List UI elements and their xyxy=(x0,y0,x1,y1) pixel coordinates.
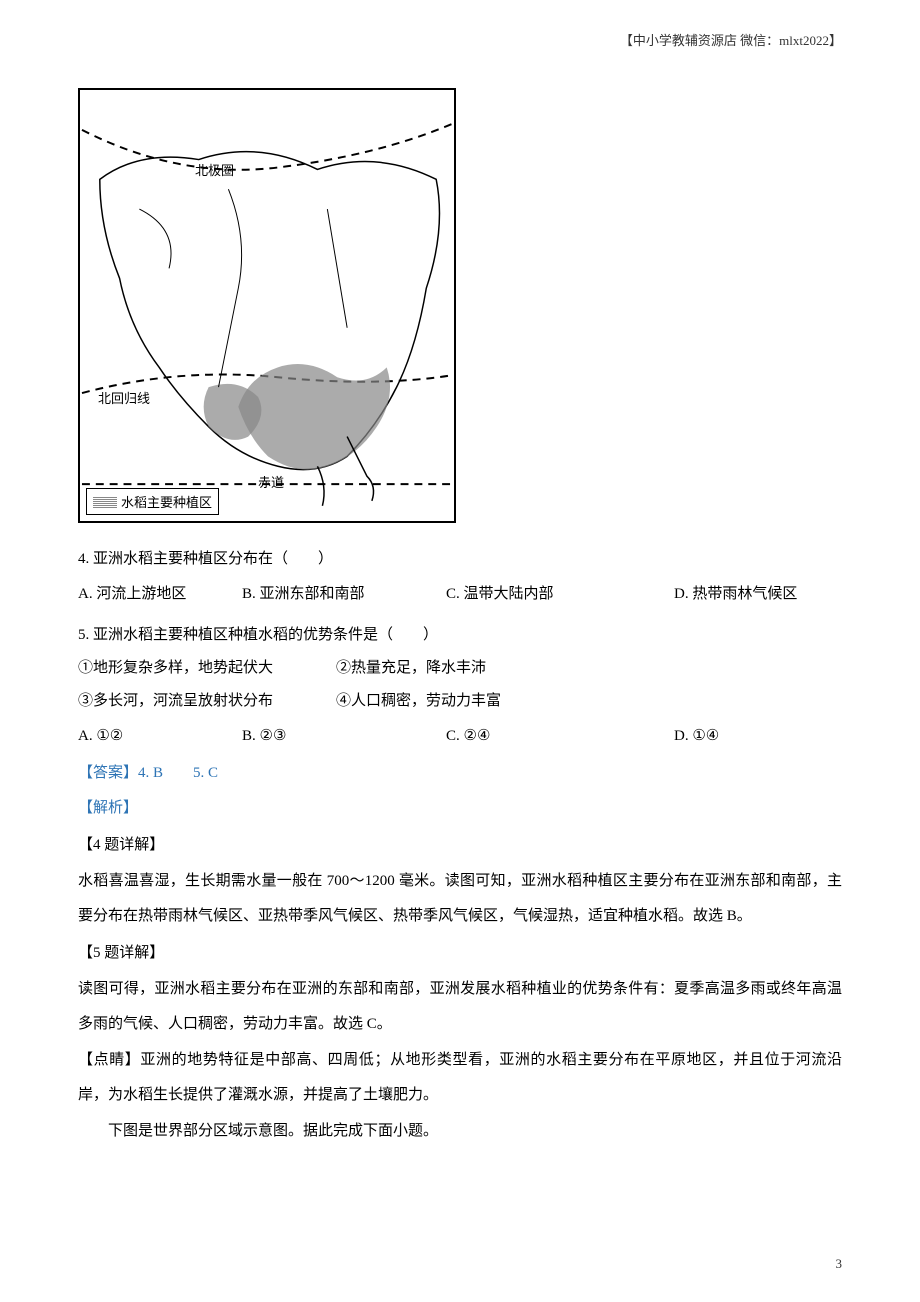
q4-option-a: A. 河流上游地区 xyxy=(78,578,242,611)
map-label-equator: 赤道 xyxy=(258,472,284,491)
next-question-intro: 下图是世界部分区域示意图。据此完成下面小题。 xyxy=(78,1114,842,1149)
asia-rice-map: 北极圈 北回归线 赤道 水稻主要种植区 xyxy=(78,88,456,523)
page-content: 北极圈 北回归线 赤道 水稻主要种植区 4. 亚洲水稻主要种植区分布在（ ） A… xyxy=(78,88,842,1149)
page-header: 【中小学教辅资源店 微信：mlxt2022】 xyxy=(620,30,842,49)
q5-option-d: D. ①④ xyxy=(674,720,842,753)
q4-detail-title: 【4 题详解】 xyxy=(78,829,842,862)
answer-line: 【答案】4. B 5. C xyxy=(78,757,842,790)
legend-text: 水稻主要种植区 xyxy=(121,492,212,511)
analysis-label: 【解析】 xyxy=(78,792,842,825)
q5-detail-title: 【5 题详解】 xyxy=(78,937,842,970)
q5-cond2: ②热量充足，降水丰沛 xyxy=(336,652,842,685)
q5-cond1: ①地形复杂多样，地势起伏大 xyxy=(78,652,336,685)
page-number: 3 xyxy=(836,1256,843,1272)
q5-options: A. ①② B. ②③ C. ②④ D. ①④ xyxy=(78,720,842,753)
q5-detail-text: 读图可得，亚洲水稻主要分布在亚洲的东部和南部，亚洲发展水稻种植业的优势条件有：夏… xyxy=(78,972,842,1041)
q5-option-b: B. ②③ xyxy=(242,720,446,753)
map-svg xyxy=(80,90,454,521)
q4-option-b: B. 亚洲东部和南部 xyxy=(242,578,446,611)
q5-stem: 5. 亚洲水稻主要种植区种植水稻的优势条件是（ ） xyxy=(78,619,842,652)
map-legend: 水稻主要种植区 xyxy=(86,488,219,515)
q5-option-c: C. ②④ xyxy=(446,720,674,753)
map-label-tropic: 北回归线 xyxy=(98,388,150,407)
q5-cond4: ④人口稠密，劳动力丰富 xyxy=(336,685,842,718)
q5-cond-row2: ③多长河，河流呈放射状分布 ④人口稠密，劳动力丰富 xyxy=(78,685,842,718)
q4-detail-text: 水稻喜温喜湿，生长期需水量一般在 700～1200 毫米。读图可知，亚洲水稻种植… xyxy=(78,864,842,933)
hint-text: 【点睛】亚洲的地势特征是中部高、四周低；从地形类型看，亚洲的水稻主要分布在平原地… xyxy=(78,1043,842,1112)
q5-option-a: A. ①② xyxy=(78,720,242,753)
q5-cond3: ③多长河，河流呈放射状分布 xyxy=(78,685,336,718)
map-label-arctic: 北极圈 xyxy=(195,160,234,179)
q4-options: A. 河流上游地区 B. 亚洲东部和南部 C. 温带大陆内部 D. 热带雨林气候… xyxy=(78,578,842,611)
q5-cond-row1: ①地形复杂多样，地势起伏大 ②热量充足，降水丰沛 xyxy=(78,652,842,685)
q4-option-d: D. 热带雨林气候区 xyxy=(674,578,842,611)
q4-option-c: C. 温带大陆内部 xyxy=(446,578,674,611)
q4-stem: 4. 亚洲水稻主要种植区分布在（ ） xyxy=(78,543,842,576)
legend-swatch xyxy=(93,496,117,508)
